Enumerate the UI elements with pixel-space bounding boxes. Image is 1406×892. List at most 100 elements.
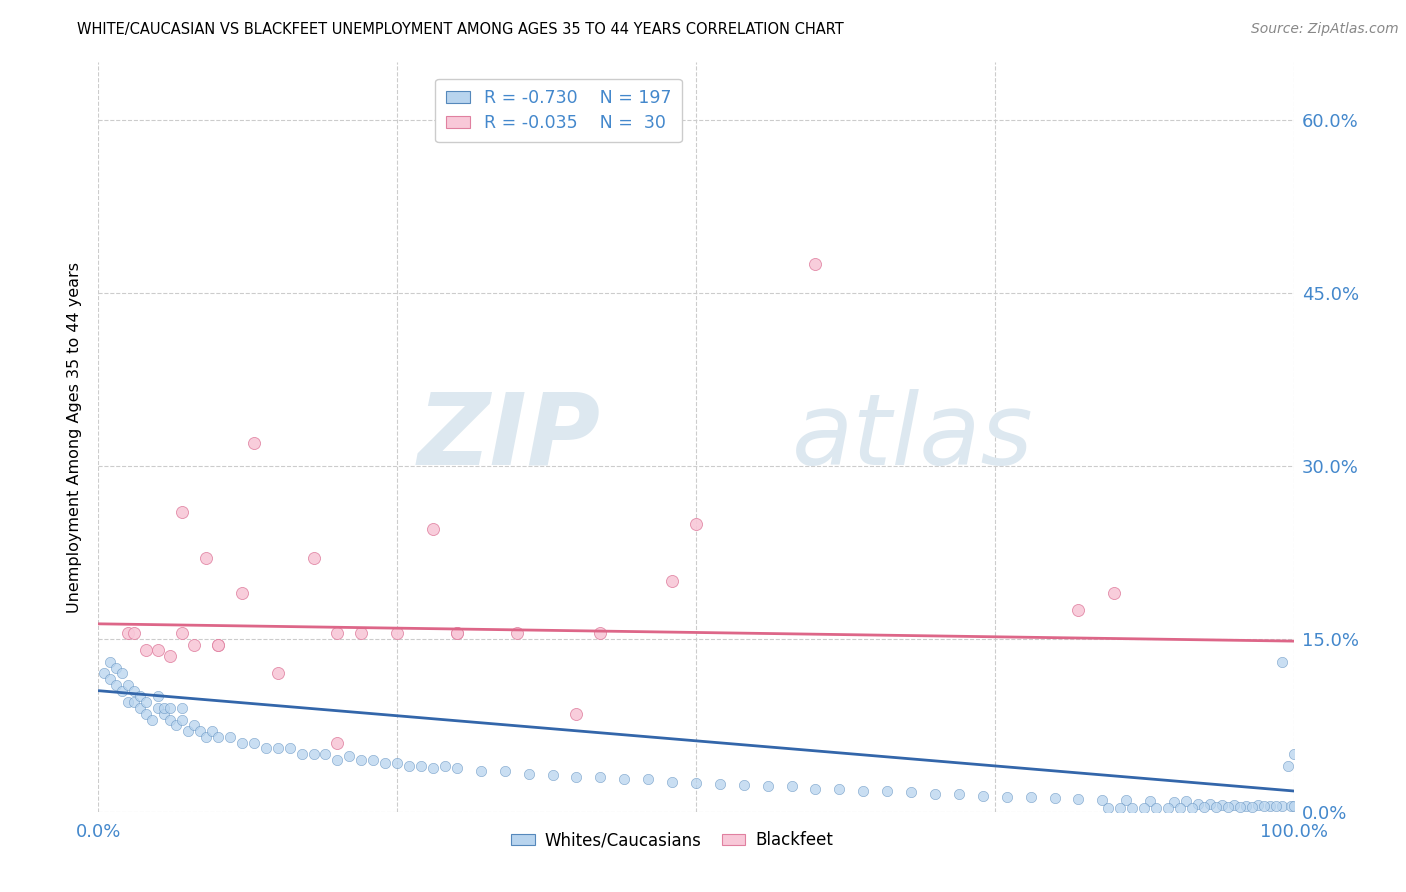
- Point: [105, 660, 128, 674]
- Point: [117, 678, 139, 692]
- Point: [1264, 799, 1286, 814]
- Point: [385, 626, 409, 640]
- Point: [1205, 800, 1227, 814]
- Point: [1168, 801, 1191, 815]
- Point: [148, 643, 170, 657]
- Point: [1234, 799, 1257, 814]
- Point: [135, 706, 157, 721]
- Point: [207, 638, 229, 652]
- Point: [1067, 792, 1090, 806]
- Point: [972, 789, 994, 803]
- Point: [1187, 797, 1209, 811]
- Point: [141, 713, 163, 727]
- Point: [948, 788, 970, 802]
- Point: [637, 772, 659, 787]
- Point: [1097, 801, 1119, 815]
- Point: [494, 764, 516, 779]
- Point: [1199, 797, 1222, 811]
- Point: [129, 701, 152, 715]
- Point: [924, 788, 946, 802]
- Point: [374, 756, 396, 771]
- Point: [804, 781, 827, 796]
- Point: [201, 724, 224, 739]
- Point: [183, 638, 205, 652]
- Point: [111, 666, 134, 681]
- Point: [124, 695, 146, 709]
- Point: [117, 695, 139, 709]
- Point: [124, 683, 146, 698]
- Point: [411, 758, 433, 772]
- Point: [278, 741, 301, 756]
- Point: [1282, 747, 1305, 761]
- Point: [661, 774, 683, 789]
- Point: [1139, 794, 1161, 808]
- Point: [385, 756, 409, 771]
- Y-axis label: Unemployment Among Ages 35 to 44 years: Unemployment Among Ages 35 to 44 years: [67, 261, 83, 613]
- Point: [148, 701, 170, 715]
- Point: [172, 505, 194, 519]
- Point: [254, 741, 277, 756]
- Point: [1211, 797, 1233, 812]
- Point: [159, 701, 181, 715]
- Point: [177, 724, 200, 739]
- Point: [434, 758, 457, 772]
- Point: [446, 626, 468, 640]
- Point: [709, 777, 731, 791]
- Point: [183, 718, 205, 732]
- Point: [153, 701, 176, 715]
- Point: [517, 766, 540, 780]
- Point: [995, 789, 1018, 804]
- Point: [1253, 799, 1275, 814]
- Point: [231, 735, 253, 749]
- Point: [148, 690, 170, 704]
- Text: atlas: atlas: [792, 389, 1033, 485]
- Point: [828, 781, 851, 796]
- Point: [1282, 799, 1305, 814]
- Point: [105, 678, 128, 692]
- Point: [506, 626, 529, 640]
- Point: [852, 784, 875, 798]
- Point: [93, 666, 115, 681]
- Point: [1192, 800, 1215, 814]
- Point: [685, 776, 707, 790]
- Point: [422, 522, 444, 536]
- Text: WHITE/CAUCASIAN VS BLACKFEET UNEMPLOYMENT AMONG AGES 35 TO 44 YEARS CORRELATION : WHITE/CAUCASIAN VS BLACKFEET UNEMPLOYMEN…: [77, 22, 844, 37]
- Point: [900, 785, 922, 799]
- Point: [188, 724, 211, 739]
- Point: [326, 753, 349, 767]
- Point: [291, 747, 314, 761]
- Point: [1258, 799, 1281, 814]
- Point: [613, 772, 636, 787]
- Point: [326, 626, 349, 640]
- Point: [1163, 796, 1185, 810]
- Point: [1216, 800, 1239, 814]
- Point: [1115, 793, 1137, 807]
- Point: [302, 551, 325, 566]
- Point: [1019, 789, 1042, 804]
- Point: [565, 770, 588, 784]
- Point: [661, 574, 683, 589]
- Point: [159, 649, 181, 664]
- Point: [111, 683, 134, 698]
- Point: [1157, 801, 1180, 815]
- Point: [1240, 800, 1263, 814]
- Point: [195, 730, 218, 744]
- Point: [1181, 801, 1204, 815]
- Point: [302, 747, 325, 761]
- Point: [207, 638, 229, 652]
- Point: [135, 643, 157, 657]
- Point: [1121, 801, 1143, 815]
- Point: [315, 747, 337, 761]
- Point: [231, 585, 253, 599]
- Point: [135, 695, 157, 709]
- Point: [339, 749, 361, 764]
- Point: [267, 666, 290, 681]
- Point: [172, 701, 194, 715]
- Point: [589, 770, 612, 784]
- Point: [876, 784, 898, 798]
- Point: [219, 730, 242, 744]
- Point: [1067, 603, 1090, 617]
- Point: [98, 655, 122, 669]
- Point: [1279, 799, 1302, 814]
- Point: [1043, 790, 1066, 805]
